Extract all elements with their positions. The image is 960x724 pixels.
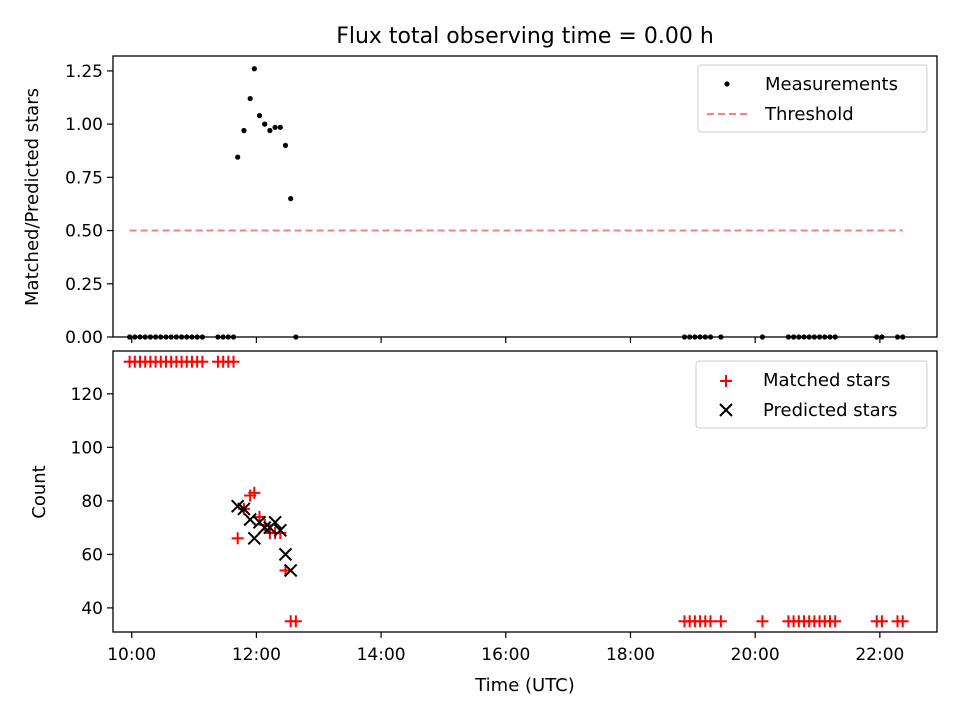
predicted-point-b (237, 502, 251, 516)
matched-point (875, 615, 888, 628)
x-tick-label: 18:00 (606, 645, 655, 665)
measurement-point (288, 196, 294, 202)
x-tick-label: 20:00 (731, 645, 780, 665)
measurement-point (262, 121, 268, 127)
count-axes-frame (112, 350, 938, 633)
matched-point (704, 615, 717, 628)
y-tick-label: 0.00 (65, 328, 103, 348)
ratio-legend-box (697, 64, 928, 133)
predicted-point (283, 563, 298, 578)
chart-title: Flux total observing time = 0.00 h (336, 24, 714, 49)
predicted-point (273, 523, 288, 538)
count-y-ticks: 40 60 80 100 120 (71, 385, 113, 619)
y-tick-label: 0.50 (65, 222, 103, 242)
ratio-axes-frame (112, 55, 938, 338)
y-tick-label: 1.00 (65, 115, 103, 135)
measurement-point (282, 142, 289, 149)
measurement-point (235, 154, 241, 160)
legend-matched-label: Matched stars (763, 370, 890, 391)
legend-measurements-label: Measurements (765, 74, 898, 95)
matched-point (289, 615, 302, 628)
ratio-x-ticks (131, 337, 881, 343)
matched-point (756, 615, 769, 628)
y-tick-label: 60 (81, 545, 103, 565)
count-legend: Matched stars Predicted stars (695, 360, 928, 429)
ratio-y-ticks: 0.00 0.25 0.50 0.75 1.00 1.25 (65, 62, 113, 348)
predicted-point (243, 512, 257, 527)
y-tick-label: 120 (71, 385, 103, 405)
predicted-point-b (278, 547, 293, 562)
predicted-point-b (258, 520, 272, 535)
count-x-ticks: 10:00 12:00 14:00 16:00 18:00 20:00 22:00 (107, 632, 904, 665)
measurement-point (267, 127, 273, 134)
predicted-point (247, 531, 262, 546)
x-tick-label: 22:00 (855, 645, 904, 665)
matched-point (248, 486, 261, 499)
count-legend-box (695, 360, 928, 429)
predicted-point (278, 547, 293, 562)
matched-point (231, 532, 244, 545)
matched-point (829, 615, 842, 628)
measurement-point (277, 124, 283, 130)
matched-point (714, 615, 727, 628)
predicted-point-b (243, 512, 257, 527)
y-tick-label: 1.25 (65, 62, 103, 82)
y-tick-label: 0.25 (65, 275, 103, 295)
y-tick-label: 100 (71, 438, 103, 458)
predicted-point-b (268, 515, 282, 529)
measurement-point (251, 66, 257, 72)
x-tick-label: 14:00 (357, 645, 406, 665)
predicted-point (237, 502, 251, 516)
count-panel: 40 60 80 100 120 10:00 12:00 14:00 16:00 18:00 20… (29, 350, 938, 696)
predicted-point (258, 520, 272, 535)
y-tick-label: 40 (81, 599, 103, 619)
legend-matched-marker (720, 375, 732, 387)
legend-measurements-marker (724, 81, 730, 87)
predicted-point (268, 515, 282, 529)
x-tick-label: 12:00 (232, 645, 281, 665)
measurement-point (247, 95, 253, 102)
legend-predicted-label: Predicted stars (763, 400, 897, 421)
count-y-axis-label: Count (29, 465, 50, 518)
legend-threshold-label: Threshold (764, 104, 854, 125)
x-axis-label: Time (UTC) (474, 675, 575, 696)
matched-point (896, 615, 909, 628)
ratio-y-axis-label: Matched/Predicted stars (22, 88, 43, 306)
y-tick-label: 0.75 (65, 168, 103, 188)
predicted-point-b (247, 531, 262, 546)
predicted-point-b (230, 499, 245, 513)
matched-point (227, 355, 240, 368)
predicted-point-b (273, 523, 288, 538)
x-tick-label: 10:00 (107, 645, 156, 665)
ratio-panel: 0.00 0.25 0.50 0.75 1.00 1.25 Matched/Predict… (22, 55, 938, 348)
measurement-point (241, 127, 247, 134)
measurement-point (256, 113, 263, 119)
y-tick-label: 80 (81, 492, 103, 512)
ratio-marks (127, 66, 906, 340)
predicted-point-b (283, 563, 298, 578)
ratio-legend: Measurements Threshold (697, 64, 928, 133)
count-marks (123, 355, 909, 628)
legend-predicted-marker (719, 403, 733, 417)
measurement-point (272, 124, 278, 130)
matched-point (196, 355, 209, 368)
x-tick-label: 16:00 (481, 645, 530, 665)
